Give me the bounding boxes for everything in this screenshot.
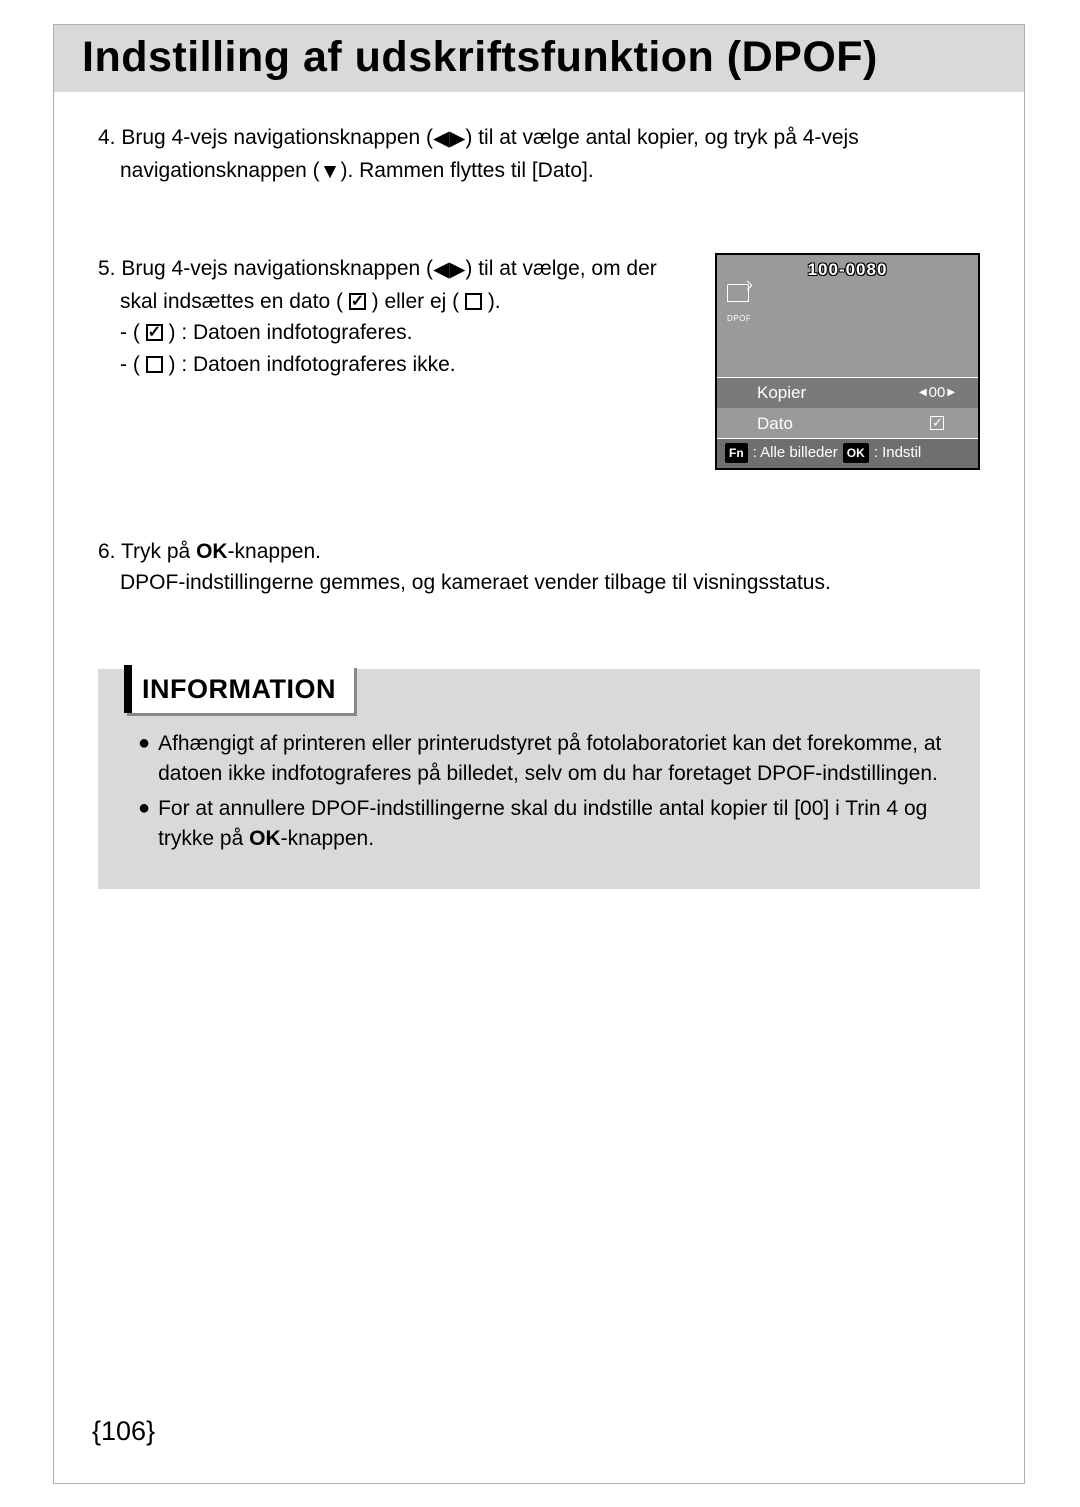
step-6-text-1a: Tryk på xyxy=(121,540,196,563)
lcd-footer: Fn : Alle billeder OK : Indstil xyxy=(717,438,978,468)
step-4: 4. Brug 4-vejs navigationsknappen (◀▶) t… xyxy=(98,122,980,187)
step-5-opt2b: ) : Datoen indfotograferes ikke. xyxy=(163,353,456,376)
left-arrow-icon: ◀ xyxy=(919,385,927,400)
lcd-kopier-number: 00 xyxy=(929,382,946,405)
checked-box-icon xyxy=(146,324,163,341)
step-6-text-2: DPOF-indstillingerne gemmes, og kameraet… xyxy=(120,571,831,594)
step-5-text-2a: skal indsættes en dato ( xyxy=(120,290,349,313)
empty-box-icon xyxy=(146,356,163,373)
step-6-text-1c: -knappen. xyxy=(228,540,321,563)
content-area: 4. Brug 4-vejs navigationsknappen (◀▶) t… xyxy=(54,92,1024,889)
info-bullet-1: ● Afhængigt af printeren eller printerud… xyxy=(138,729,954,790)
empty-box-icon xyxy=(465,293,482,310)
step-6-ok-bold: OK xyxy=(196,540,228,563)
lcd-row-dato: Dato xyxy=(717,408,978,439)
checked-box-icon xyxy=(349,293,366,310)
lcd-dato-label: Dato xyxy=(757,411,906,437)
step-5-text-2c: ). xyxy=(482,290,501,313)
dpof-icon-label: DPOF xyxy=(727,313,970,325)
lcd-kopier-label: Kopier xyxy=(757,380,906,406)
step-5-number: 5. xyxy=(98,257,116,280)
step-4-text-1b: ) til at vælge antal kopier, og tryk på … xyxy=(465,126,858,149)
step-6: 6. Tryk på OK-knappen. DPOF-indstillinge… xyxy=(98,536,980,599)
information-heading: INFORMATION xyxy=(124,665,354,714)
step-4-text-2a: navigationsknappen ( xyxy=(120,159,320,182)
left-right-arrow-icon: ◀▶ xyxy=(433,254,465,286)
step-4-text-2b: ). Rammen flyttes til [Dato]. xyxy=(340,159,593,182)
right-arrow-icon: ▶ xyxy=(947,385,955,400)
lcd-fn-text: : Alle billeder xyxy=(753,442,838,465)
fn-button-icon: Fn xyxy=(725,443,748,463)
step-5-text-2b: ) eller ej ( xyxy=(366,290,465,313)
bullet-icon: ● xyxy=(138,729,150,790)
info-bullet-2: ● For at annullere DPOF-indstillingerne … xyxy=(138,794,954,855)
step-4-text-1a: Brug 4-vejs navigationsknappen ( xyxy=(121,126,433,149)
step-5: 5. Brug 4-vejs navigationsknappen (◀▶) t… xyxy=(98,253,980,470)
bullet-icon: ● xyxy=(138,794,150,855)
page-number: {106} xyxy=(92,1416,155,1447)
step-5-opt1b: ) : Datoen indfotograferes. xyxy=(163,321,413,344)
camera-lcd-screenshot: 100-0080 DPOF Kopier ◀00▶ xyxy=(715,253,980,470)
step-5-text-1a: Brug 4-vejs navigationsknappen ( xyxy=(121,257,433,280)
information-box: INFORMATION ● Afhængigt af printeren ell… xyxy=(98,669,980,889)
step-5-opt2a: - ( xyxy=(120,353,146,376)
lcd-file-number: 100-0080 xyxy=(725,257,970,283)
info-b2c: -knappen. xyxy=(281,827,374,850)
info-bullet-2-text: For at annullere DPOF-indstillingerne sk… xyxy=(158,794,954,855)
info-bullet-1-text: Afhængigt af printeren eller printerudst… xyxy=(158,729,954,790)
step-4-number: 4. xyxy=(98,126,116,149)
title-bar: Indstilling af udskriftsfunktion (DPOF) xyxy=(54,25,1024,92)
lcd-row-kopier: Kopier ◀00▶ xyxy=(717,378,978,408)
down-arrow-icon: ▼ xyxy=(320,156,341,188)
step-5-text-1b: ) til at vælge, om der xyxy=(465,257,656,280)
manual-page: Indstilling af udskriftsfunktion (DPOF) … xyxy=(53,24,1025,1484)
lcd-kopier-value: ◀00▶ xyxy=(906,382,968,405)
step-6-number: 6. xyxy=(98,540,116,563)
dpof-icon xyxy=(727,284,749,302)
info-b2b: OK xyxy=(249,827,281,850)
lcd-dato-checkbox-icon xyxy=(930,416,944,430)
ok-button-icon: OK xyxy=(843,443,869,463)
left-right-arrow-icon: ◀▶ xyxy=(433,123,465,155)
step-5-opt1a: - ( xyxy=(120,321,146,344)
lcd-ok-text: : Indstil xyxy=(874,442,922,465)
page-title: Indstilling af udskriftsfunktion (DPOF) xyxy=(82,33,996,82)
